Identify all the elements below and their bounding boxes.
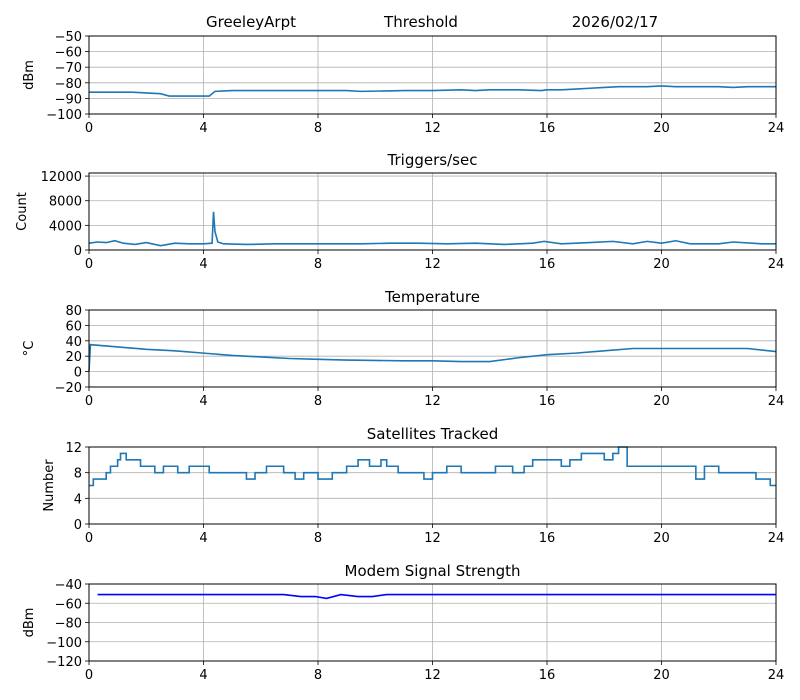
y-tick-label: −100	[46, 108, 82, 123]
y-tick-label: 0	[74, 366, 82, 381]
y-tick-label: −60	[55, 597, 82, 612]
x-tick-label: 24	[768, 257, 785, 272]
y-tick-label: −40	[55, 578, 82, 593]
y-tick-label: −60	[55, 46, 82, 61]
y-tick-label: −20	[55, 381, 82, 396]
panel-3: 0 4 8 12 16 20 24 12 8 4 0 Satellites Tracked Number	[42, 425, 784, 546]
y-tick-label: 4	[74, 492, 82, 507]
x-tick-label: 24	[768, 121, 785, 136]
y-tick-label: −80	[55, 617, 82, 632]
x-tick-label: 20	[653, 531, 670, 546]
x-tick-label: 4	[199, 531, 207, 546]
series-line	[97, 593, 776, 600]
x-tick-label: 8	[314, 531, 322, 546]
axes-frame	[88, 446, 777, 525]
x-tick-label: 24	[768, 668, 785, 683]
x-tick-label: 0	[85, 531, 93, 546]
x-tick-label: 8	[314, 257, 322, 272]
y-tick-label: 40	[65, 335, 82, 350]
x-tick-label: 0	[85, 394, 93, 409]
x-tick-label: 16	[539, 121, 556, 136]
x-tick-label: 12	[424, 531, 441, 546]
panel-title: Satellites Tracked	[367, 425, 498, 443]
series-line	[88, 211, 776, 247]
x-tick-label: 8	[314, 121, 322, 136]
y-tick-label: 0	[74, 244, 82, 259]
series-line	[88, 343, 777, 372]
series-line	[89, 446, 776, 487]
y-tick-label: 60	[65, 319, 82, 334]
axes-frame	[88, 35, 777, 115]
x-tick-label: 0	[85, 257, 93, 272]
panel-1: 0 4 8 12 16 20 24 0 4000 8000 12000 Triggers/sec Cou…	[15, 151, 784, 272]
y-tick-label: 8000	[49, 195, 82, 210]
y-axis-label: dBm	[22, 608, 37, 638]
y-tick-label: 4000	[49, 219, 82, 234]
y-tick-label: −90	[55, 92, 82, 107]
y-tick-label: −100	[46, 636, 82, 651]
x-tick-label: 12	[424, 121, 441, 136]
x-tick-label: 4	[199, 257, 207, 272]
panel-title: Temperature	[384, 288, 480, 306]
y-axis-label: Number	[42, 459, 57, 512]
x-tick-label: 12	[424, 668, 441, 683]
x-tick-label: 0	[85, 668, 93, 683]
x-tick-label: 24	[768, 531, 785, 546]
x-tick-label: 12	[424, 257, 441, 272]
x-tick-label: 16	[539, 394, 556, 409]
y-tick-label: 12	[65, 441, 82, 456]
y-tick-label: 8	[74, 467, 82, 482]
x-tick-label: 4	[199, 668, 207, 683]
y-tick-label: 0	[74, 518, 82, 533]
header-mode: Threshold	[383, 13, 458, 31]
panel-title: Triggers/sec	[387, 151, 478, 169]
y-tick-label: 80	[65, 304, 82, 319]
x-tick-label: 24	[768, 394, 785, 409]
x-tick-label: 16	[539, 668, 556, 683]
x-tick-label: 16	[539, 531, 556, 546]
header-station: GreeleyArpt	[206, 13, 296, 31]
axes-frame	[88, 583, 777, 662]
x-tick-label: 20	[653, 257, 670, 272]
panel-4: 0 4 8 12 16 20 24 −40 −60 −80 −100 −120 Modem Signal…	[22, 562, 784, 683]
y-tick-label: −120	[46, 655, 82, 670]
x-tick-label: 8	[314, 668, 322, 683]
x-tick-label: 8	[314, 394, 322, 409]
panel-title: Modem Signal Strength	[345, 562, 521, 580]
y-tick-label: −70	[55, 61, 82, 76]
x-tick-label: 20	[653, 121, 670, 136]
axes-frame	[88, 309, 777, 388]
y-tick-label: 12000	[41, 170, 82, 185]
y-tick-label: −80	[55, 77, 82, 92]
panel-0: 0 4 8 12 16 20 24 −50−60−70−80−90−100 dBm	[22, 30, 784, 136]
x-tick-label: 12	[424, 394, 441, 409]
x-tick-label: 4	[199, 121, 207, 136]
y-axis-label: °C	[22, 341, 37, 357]
x-tick-label: 20	[653, 668, 670, 683]
y-axis-label: Count	[15, 192, 30, 231]
x-tick-label: 4	[199, 394, 207, 409]
x-tick-label: 20	[653, 394, 670, 409]
y-tick-label: 20	[65, 350, 82, 365]
x-tick-label: 16	[539, 257, 556, 272]
x-tick-label: 0	[85, 121, 93, 136]
y-axis-label: dBm	[22, 60, 37, 90]
header-date: 2026/02/17	[572, 13, 658, 31]
axes-frame	[88, 172, 777, 251]
y-tick-label: −50	[55, 30, 82, 45]
